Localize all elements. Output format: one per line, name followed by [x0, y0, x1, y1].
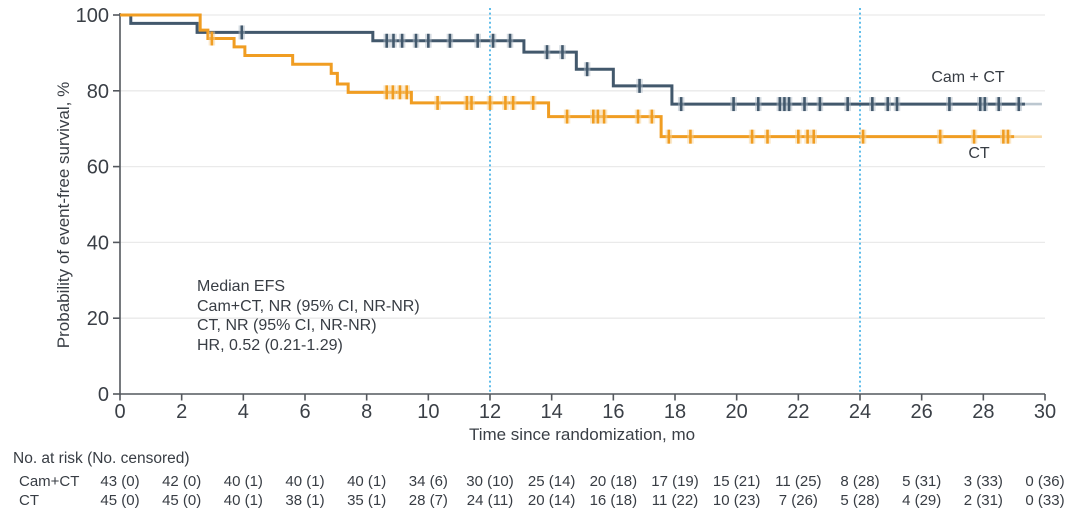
risk-table-header: No. at risk (No. censored) [13, 450, 190, 467]
x-tick-label: 24 [849, 401, 871, 423]
risk-cell: 40 (1) [285, 473, 325, 490]
annotation-line-4: HR, 0.52 (0.21-1.29) [197, 336, 343, 354]
y-tick-label: 20 [87, 308, 109, 330]
y-tick-label: 80 [87, 81, 109, 103]
risk-table-row-cam-ct: Cam+CT 43 (0) 42 (0) 40 (1) 40 (1) 40 (1) 34 (… [0, 473, 1080, 492]
risk-cell: 30 (10) [466, 473, 514, 490]
risk-cell: 5 (31) [902, 473, 942, 490]
annotation-line-1: Median EFS [197, 278, 286, 295]
x-tick-label: 20 [726, 401, 748, 423]
risk-cell: 40 (1) [347, 473, 387, 490]
risk-cell: 40 (1) [223, 473, 263, 490]
y-axis-title: Probability of event-free survival, % [54, 82, 73, 348]
x-tick-label: 10 [417, 401, 439, 423]
x-tick-label: 22 [787, 401, 809, 423]
annotation-line-3: CT, NR (95% CI, NR-NR) [197, 317, 377, 335]
x-tick-label: 18 [664, 401, 686, 423]
risk-cell: 0 (33) [1025, 492, 1065, 509]
risk-cell: 4 (29) [902, 492, 942, 509]
y-tick-label: 100 [76, 5, 109, 27]
risk-table-row-ct: CT 45 (0) 45 (0) 40 (1) 38 (1) 35 (1) 28 (7) 24… [0, 492, 1080, 511]
risk-cell: 35 (1) [347, 492, 387, 509]
risk-cell: 0 (36) [1025, 473, 1065, 490]
annotation-line-2: Cam+CT, NR (95% CI, NR-NR) [197, 297, 420, 315]
risk-cell: 20 (18) [589, 473, 638, 490]
y-tick-label: 60 [87, 157, 109, 179]
x-tick-label: 6 [299, 401, 310, 423]
risk-cell: 15 (21) [712, 473, 761, 490]
risk-cell: 25 (14) [527, 473, 576, 490]
risk-cell: 45 (0) [100, 492, 140, 509]
x-tick-label: 14 [541, 401, 563, 423]
curve-label-ct: CT [968, 145, 990, 162]
risk-cell: 3 (33) [963, 473, 1003, 490]
x-axis-title: Time since randomization, mo [469, 425, 695, 444]
risk-row-label: CT [19, 492, 39, 509]
risk-cell: 45 (0) [162, 492, 202, 509]
x-tick-label: 12 [479, 401, 501, 423]
risk-cell: 16 (18) [589, 492, 638, 509]
risk-cell: 38 (1) [285, 492, 325, 509]
risk-cell: 17 (19) [651, 473, 699, 490]
x-tick-label: 28 [972, 401, 994, 423]
y-tick-label: 0 [98, 384, 109, 406]
risk-cell: 8 (28) [840, 473, 880, 490]
km-curve-ct [120, 13, 1015, 139]
x-tick-label: 8 [361, 401, 372, 423]
curve-label-cam-ct: Cam + CT [931, 69, 1005, 86]
risk-cell: 11 (22) [651, 492, 699, 509]
x-tick-label: 16 [602, 401, 624, 423]
x-tick-label: 0 [114, 401, 125, 423]
risk-cell: 24 (11) [466, 492, 514, 509]
risk-cell: 20 (14) [527, 492, 576, 509]
risk-cell: 11 (25) [775, 473, 822, 490]
risk-cell: 5 (28) [840, 492, 880, 509]
risk-row-label: Cam+CT [19, 473, 80, 490]
x-tick-label: 4 [238, 401, 249, 423]
risk-cell: 28 (7) [408, 492, 448, 509]
x-tick-label: 30 [1034, 401, 1056, 423]
risk-cell: 10 (23) [712, 492, 761, 509]
risk-cell: 34 (6) [408, 473, 448, 490]
x-tick-label: 2 [176, 401, 187, 423]
median-efs-annotation: Median EFS Cam+CT, NR (95% CI, NR-NR) CT… [197, 277, 420, 355]
y-tick-label: 40 [87, 232, 109, 254]
risk-cell: 2 (31) [963, 492, 1003, 509]
risk-cell: 7 (26) [778, 492, 818, 509]
risk-cell: 40 (1) [223, 492, 263, 509]
risk-cell: 43 (0) [100, 473, 140, 490]
risk-cell: 42 (0) [162, 473, 202, 490]
x-tick-label: 26 [911, 401, 933, 423]
